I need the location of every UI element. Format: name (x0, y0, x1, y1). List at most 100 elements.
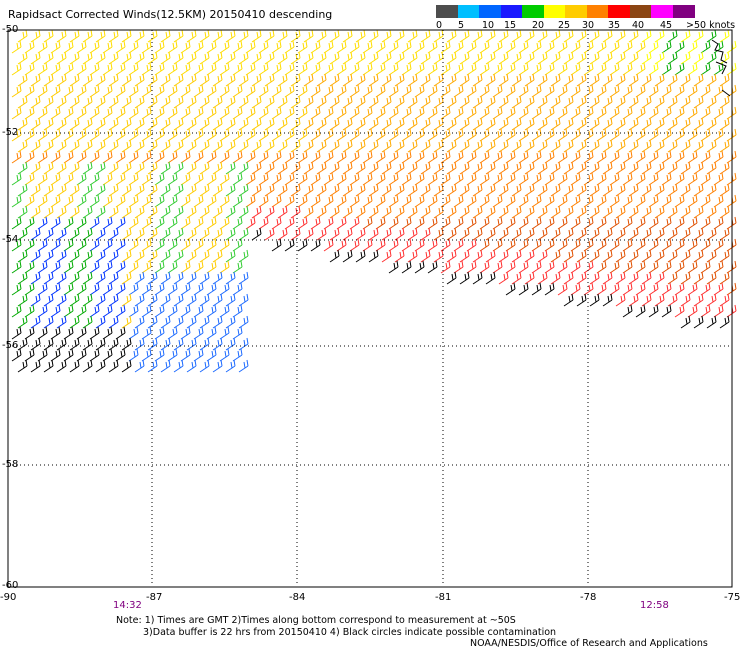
wind-barb (69, 29, 80, 43)
wind-barb (56, 359, 67, 373)
wind-barb (76, 304, 87, 318)
wind-barb (706, 51, 717, 65)
wind-barb (641, 117, 652, 131)
wind-barb (323, 238, 334, 252)
wind-barb (82, 315, 93, 329)
wind-barb (271, 128, 282, 142)
wind-barb (453, 216, 464, 230)
wind-barb (342, 117, 353, 131)
wind-barb (290, 117, 301, 131)
wind-barb (602, 271, 613, 285)
wind-barb (128, 348, 139, 362)
wind-barb (576, 95, 587, 109)
wind-barb (17, 293, 28, 307)
wind-barb (420, 29, 431, 43)
wind-barb (531, 106, 542, 120)
wind-barb (199, 161, 210, 175)
wind-barb (238, 315, 249, 329)
wind-barb (576, 183, 587, 197)
wind-barb (557, 128, 568, 142)
wind-barb (297, 194, 308, 208)
wind-barb (472, 161, 483, 175)
wind-barb (453, 84, 464, 98)
colorbar-segment (457, 5, 480, 18)
wind-barb (589, 227, 600, 241)
wind-barb (167, 106, 178, 120)
wind-barb (706, 95, 717, 109)
wind-barb (407, 51, 418, 65)
wind-barb (550, 227, 561, 241)
wind-barb (687, 128, 698, 142)
wind-barb (667, 183, 678, 197)
wind-barb (199, 183, 210, 197)
wind-barb (693, 183, 704, 197)
wind-barb (37, 40, 48, 54)
wind-barb (596, 40, 607, 54)
wind-barb (89, 40, 100, 54)
wind-barb (433, 117, 444, 131)
wind-barb (628, 183, 639, 197)
wind-barb (82, 95, 93, 109)
wind-barb (648, 128, 659, 142)
wind-barb (563, 117, 574, 131)
wind-barb (82, 51, 93, 65)
wind-barb (414, 40, 425, 54)
wind-barb (609, 150, 620, 164)
wind-barb (472, 95, 483, 109)
wind-barb (245, 216, 256, 230)
note-line-2: 3)Data buffer is 22 hrs from 20150410 4)… (143, 627, 557, 638)
wind-barb (82, 205, 93, 219)
wind-barb (134, 117, 145, 131)
wind-barb (589, 139, 600, 153)
wind-barb (719, 271, 730, 285)
wind-barb (160, 271, 171, 285)
wind-barb (310, 172, 321, 186)
wind-barb (160, 227, 171, 241)
wind-barb (414, 216, 425, 230)
wind-barb (76, 260, 87, 274)
wind-barb (407, 227, 418, 241)
wind-barb (329, 183, 340, 197)
wind-barb (511, 95, 522, 109)
wind-barb (69, 359, 80, 373)
wind-barb (63, 62, 74, 76)
wind-barb (310, 194, 321, 208)
wind-barb (17, 51, 28, 65)
wind-barb (459, 227, 470, 241)
wind-barb (459, 73, 470, 87)
wind-barb (342, 249, 353, 263)
wind-barb (693, 51, 704, 65)
wind-barb (492, 172, 503, 186)
wind-barb (531, 194, 542, 208)
wind-barb (180, 348, 191, 362)
wind-barb (206, 348, 217, 362)
wind-barb (245, 128, 256, 142)
note-line-3: NOAA/NESDIS/Office of Research and Appli… (470, 638, 708, 649)
wind-barb (674, 172, 685, 186)
wind-barb (56, 271, 67, 285)
wind-barb (115, 194, 126, 208)
wind-barb (622, 128, 633, 142)
wind-barb (147, 293, 158, 307)
wind-barb (505, 62, 516, 76)
wind-barb (518, 150, 529, 164)
wind-barb (492, 150, 503, 164)
wind-barb (498, 117, 509, 131)
wind-barb (687, 106, 698, 120)
wind-barb (570, 150, 581, 164)
wind-barb (108, 227, 119, 241)
wind-barb (147, 51, 158, 65)
wind-barb (147, 183, 158, 197)
colorbar-segment (629, 5, 652, 18)
wind-barb (544, 40, 555, 54)
wind-barb (30, 249, 41, 263)
wind-barb (141, 260, 152, 274)
wind-barb (173, 227, 184, 241)
wind-barb (11, 62, 22, 76)
wind-barb (102, 260, 113, 274)
wind-barb (238, 139, 249, 153)
wind-barb (641, 183, 652, 197)
wind-barb (284, 194, 295, 208)
wind-barb (589, 95, 600, 109)
wind-barb (453, 238, 464, 252)
